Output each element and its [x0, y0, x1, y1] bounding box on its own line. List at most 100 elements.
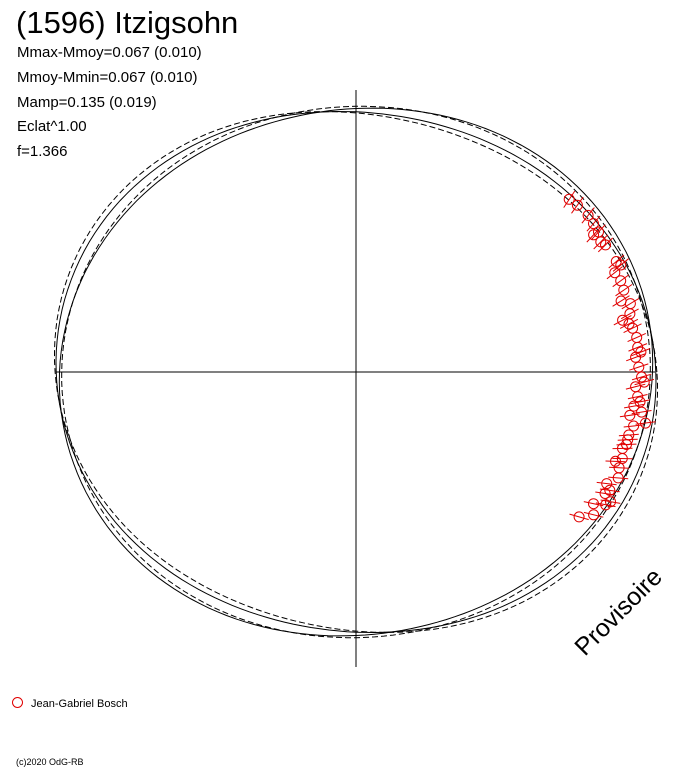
observation-point — [608, 472, 629, 484]
legend-label: Jean-Gabriel Bosch — [31, 698, 128, 710]
param-mamp: Mamp=0.135 (0.019) — [17, 94, 157, 111]
observation-error-bar — [631, 373, 652, 381]
model-curve-4 — [61, 105, 651, 639]
observation-marker — [618, 284, 630, 296]
observation-point — [612, 274, 630, 288]
observation-error-bar — [631, 410, 652, 415]
observation-error-bar — [620, 308, 639, 320]
observation-marker — [609, 267, 621, 279]
observation-error-bar — [625, 383, 646, 390]
observation-error-bar — [596, 481, 617, 486]
observation-error-bar — [583, 501, 604, 507]
model-curve-1 — [55, 110, 657, 634]
chart-title: (1596) Itzigsohn — [16, 5, 239, 40]
observation-error-bar — [608, 254, 625, 269]
observation-point — [569, 511, 589, 523]
observation-error-bar — [571, 196, 584, 214]
observation-point — [606, 266, 623, 280]
observation-error-bar — [626, 353, 646, 362]
observation-error-bar — [593, 234, 609, 250]
observation-error-bar — [608, 476, 629, 480]
observation-point — [583, 498, 604, 510]
observation-point — [599, 484, 620, 496]
observation-marker — [638, 376, 650, 388]
observation-point — [619, 409, 640, 421]
observation-point — [627, 391, 648, 403]
observation-error-bar — [623, 424, 644, 428]
observation-point — [613, 314, 632, 326]
observation-error-bar — [630, 399, 650, 405]
observation-point — [612, 258, 629, 272]
observation-point — [631, 371, 652, 383]
observation-error-bar — [586, 215, 601, 232]
observation-error-bar — [612, 258, 629, 272]
observation-error-bar — [635, 421, 656, 425]
observation-point — [586, 215, 601, 232]
observation-marker — [605, 496, 616, 508]
observation-marker — [624, 409, 636, 421]
observation-point — [623, 322, 642, 334]
observation-point — [629, 361, 649, 373]
observation-point — [600, 496, 621, 508]
observation-error-bar — [634, 378, 655, 386]
curves-group — [54, 105, 658, 639]
observation-marker — [573, 511, 585, 523]
observation-marker — [617, 314, 629, 326]
observation-error-bar — [628, 343, 648, 352]
observation-error-bar — [629, 363, 649, 371]
model-curve-2 — [58, 107, 654, 637]
observation-marker — [634, 396, 646, 408]
observation-error-bar — [621, 297, 640, 310]
observation-point — [581, 207, 595, 224]
observation-marker — [588, 218, 599, 230]
observation-marker — [615, 259, 627, 271]
observation-point — [597, 237, 614, 253]
observation-marker — [604, 484, 616, 496]
observation-error-bar — [591, 224, 606, 240]
observation-error-bar — [627, 332, 647, 343]
observation-error-bar — [619, 413, 640, 418]
observation-error-bar — [581, 207, 595, 224]
observation-error-bar — [563, 190, 576, 208]
observation-point — [621, 297, 640, 310]
legend: Jean-Gabriel Bosch — [12, 697, 128, 711]
observation-marker — [632, 341, 644, 353]
observation-error-bar — [616, 443, 637, 446]
observation-error-bar — [615, 284, 633, 297]
observation-error-bar — [599, 488, 620, 493]
observation-point — [616, 439, 637, 450]
legend-marker-icon — [12, 697, 23, 708]
observation-error-bar — [624, 403, 644, 409]
param-mmax-mmoy: Mmax-Mmoy=0.067 (0.010) — [17, 44, 202, 61]
observation-marker — [582, 209, 594, 221]
observation-marker — [571, 199, 583, 211]
observation-error-bar — [623, 323, 642, 334]
observation-point — [620, 308, 639, 320]
observation-error-bar — [569, 513, 589, 521]
observation-error-bar — [606, 266, 623, 280]
observation-error-bar — [609, 466, 630, 469]
observation-error-bar — [613, 315, 632, 326]
observation-marker — [563, 193, 575, 205]
observation-point — [634, 376, 655, 388]
observation-point — [628, 341, 648, 353]
observation-error-bar — [597, 237, 614, 253]
observation-error-bar — [600, 499, 621, 504]
copyright: (c)2020 OdG-RB — [16, 757, 84, 767]
observation-marker — [627, 322, 639, 334]
points-group — [563, 190, 656, 523]
observation-point — [635, 417, 656, 429]
observation-point — [583, 509, 604, 521]
observation-marker — [632, 391, 644, 403]
observation-point — [571, 196, 584, 214]
observation-error-bar — [619, 318, 639, 329]
param-eclat: Eclat^1.00 — [17, 118, 87, 135]
axes-group — [56, 90, 655, 667]
observation-point — [612, 295, 630, 307]
observation-error-bar — [586, 227, 601, 243]
observation-marker — [600, 239, 611, 251]
observation-marker — [628, 400, 640, 412]
param-f: f=1.366 — [17, 143, 68, 160]
observation-marker — [588, 498, 599, 510]
